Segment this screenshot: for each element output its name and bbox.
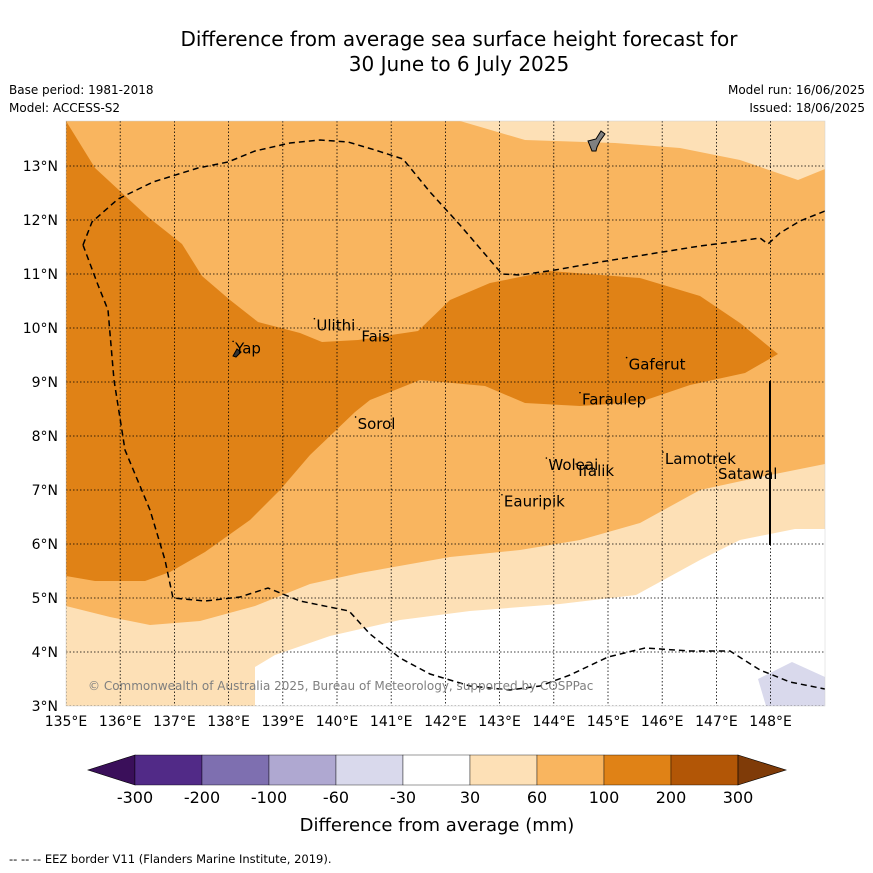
colorbar-tick-label: 60 <box>527 788 547 807</box>
colorbar-segment <box>670 754 739 786</box>
band-neutral-area <box>255 529 825 706</box>
lon-tick-label: 144°E <box>533 714 576 730</box>
colorbar-tick-label: 200 <box>656 788 687 807</box>
place-label-gaferut: Gaferut <box>629 356 686 374</box>
axis-labels: 135°E 136°E 137°E 138°E 139°E 140°E 141°E 142°E… <box>23 159 792 730</box>
lat-tick-label: 3°N <box>32 699 58 715</box>
place-marker <box>545 457 548 459</box>
place-marker <box>715 466 717 469</box>
model-run-text: Model run: 16/06/2025 <box>727 83 865 97</box>
place-marker <box>358 328 361 331</box>
place-labels: Yap Ulithi Fais Sorol Gaferut Faraulep WoleaiI… <box>232 317 777 511</box>
colorbar-extend-high <box>737 754 788 786</box>
guam-land <box>587 130 606 152</box>
lon-tick-label: 148°E <box>749 714 792 730</box>
place-label-eauripik: Eauripik <box>504 493 565 511</box>
lat-tick-label: 13°N <box>23 159 58 175</box>
map-frame <box>65 120 826 707</box>
place-label-woleai: Woleai <box>548 456 598 474</box>
colorbar-tick-label: -60 <box>323 788 349 807</box>
band-100-200-corner <box>66 121 95 168</box>
place-marker <box>501 493 503 496</box>
colorbar-tick-label: 100 <box>589 788 620 807</box>
lat-tick-label: 12°N <box>23 213 58 229</box>
lon-tick-label: 143°E <box>478 714 521 730</box>
map-title: Difference from average sea surface heig… <box>0 27 873 77</box>
place-label-sorol: Sorol <box>358 415 396 433</box>
lon-tick-label: 135°E <box>45 714 88 730</box>
lon-tick-label: 145°E <box>587 714 630 730</box>
place-label-faraulep: Faraulep <box>582 391 646 409</box>
colorbar-segment <box>603 754 672 786</box>
model-text: Model: ACCESS-S2 <box>9 101 121 115</box>
place-marker <box>625 356 628 359</box>
lat-tick-label: 7°N <box>32 483 58 499</box>
place-marker <box>232 340 234 343</box>
lat-tick-label: 6°N <box>32 537 58 553</box>
base-period-text: Base period: 1981-2018 <box>9 83 154 97</box>
colorbar-tick-label: -100 <box>251 788 287 807</box>
lat-tick-label: 9°N <box>32 375 58 391</box>
colorbar-tick-label: -200 <box>184 788 220 807</box>
lon-tick-label: 142°E <box>424 714 467 730</box>
place-label-satawal: Satawal <box>718 465 777 483</box>
issued-text: Issued: 18/06/2025 <box>749 101 865 115</box>
meta-left: Base period: 1981-2018 Model: ACCESS-S2 <box>9 81 154 117</box>
lat-tick-label: 11°N <box>23 267 58 283</box>
lat-tick-label: 4°N <box>32 645 58 661</box>
place-marker <box>354 416 357 418</box>
lon-tick-label: 137°E <box>153 714 196 730</box>
colorbar-segment <box>469 754 538 786</box>
lat-tick-label: 8°N <box>32 429 58 445</box>
colorbar-segment <box>134 754 203 786</box>
meta-right: Model run: 16/06/2025 Issued: 18/06/2025 <box>728 81 865 117</box>
band-neg-30-60 <box>758 662 825 706</box>
colorbar-segment <box>402 754 471 786</box>
place-label-lamotrek: Lamotrek <box>665 450 736 468</box>
lon-tick-label: 146°E <box>641 714 684 730</box>
colorbar-segment <box>201 754 270 786</box>
lat-tick-label: 10°N <box>23 321 58 337</box>
place-label-yap: Yap <box>234 339 261 357</box>
lat-tick-label: 5°N <box>32 591 58 607</box>
title-line-2: 30 June to 6 July 2025 <box>348 52 570 76</box>
lon-tick-label: 147°E <box>695 714 738 730</box>
place-label-ifalik: Ifalik <box>578 462 614 480</box>
colorbar-tick-label: -300 <box>117 788 153 807</box>
colorbar-segment <box>536 754 605 786</box>
colorbar-segment <box>335 754 404 786</box>
footnote-eez-source: -- -- -- EEZ border V11 (Flanders Marine… <box>9 852 332 866</box>
lon-tick-label: 138°E <box>207 714 250 730</box>
lon-tick-label: 136°E <box>99 714 142 730</box>
colorbar-tick-label: 300 <box>723 788 754 807</box>
lon-tick-label: 141°E <box>370 714 413 730</box>
place-marker <box>575 463 577 465</box>
colorbar-segment <box>268 754 337 786</box>
colorbar-tick-label: 30 <box>460 788 480 807</box>
place-marker <box>662 451 664 453</box>
map-panel: © Commonwealth of Australia 2025, Bureau… <box>66 121 825 706</box>
place-label-fais: Fais <box>361 328 390 346</box>
gridlines <box>66 121 825 706</box>
place-marker <box>313 317 316 320</box>
band-100-200 <box>66 121 778 581</box>
copyright-text: © Commonwealth of Australia 2025, Bureau… <box>88 679 593 693</box>
place-label-ulithi: Ulithi <box>316 317 355 335</box>
yap-land <box>232 348 242 358</box>
place-marker <box>579 391 581 394</box>
colorbar-label: Difference from average (mm) <box>300 815 575 836</box>
title-line-1: Difference from average sea surface heig… <box>180 27 738 51</box>
colorbar: -300 -200 -100 -60 -30 30 60 100 200 300 <box>87 754 788 807</box>
lon-tick-label: 139°E <box>262 714 305 730</box>
lon-tick-label: 140°E <box>316 714 359 730</box>
colorbar-extend-low <box>87 754 136 786</box>
colorbar-tick-label: -30 <box>390 788 416 807</box>
